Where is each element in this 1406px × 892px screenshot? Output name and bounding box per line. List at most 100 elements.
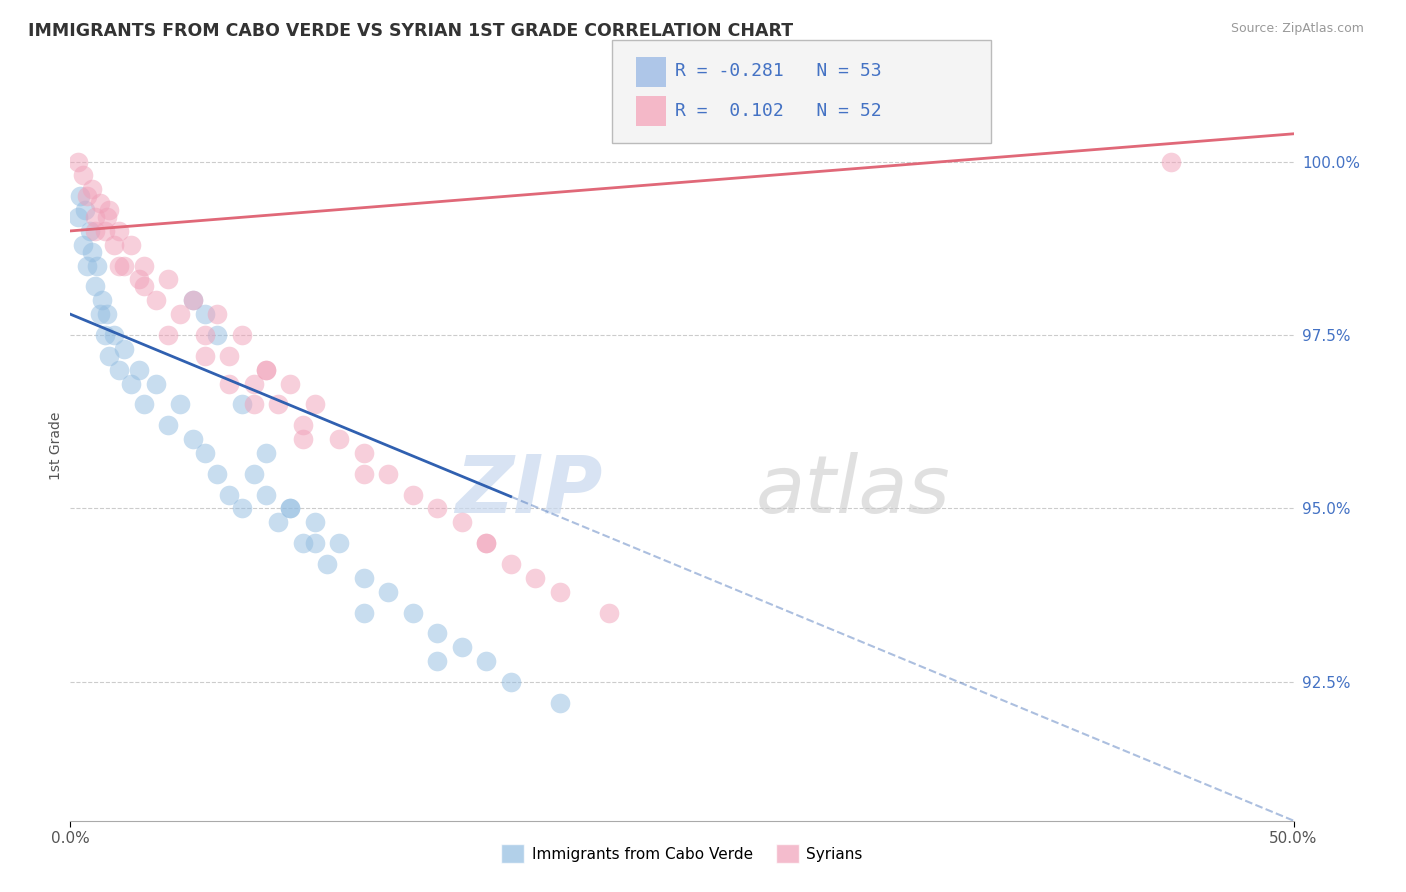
Point xyxy=(316,557,339,571)
Point xyxy=(267,516,290,530)
Point xyxy=(243,467,266,481)
Point xyxy=(304,516,326,530)
Point xyxy=(83,210,105,224)
Point xyxy=(108,224,131,238)
Point xyxy=(83,279,105,293)
Point xyxy=(181,432,204,446)
Point xyxy=(194,328,217,343)
Point xyxy=(98,349,121,363)
Text: ZIP: ZIP xyxy=(456,452,602,530)
Point xyxy=(157,272,180,286)
Point xyxy=(231,501,253,516)
Text: IMMIGRANTS FROM CABO VERDE VS SYRIAN 1ST GRADE CORRELATION CHART: IMMIGRANTS FROM CABO VERDE VS SYRIAN 1ST… xyxy=(28,22,793,40)
Point xyxy=(1160,154,1182,169)
Point xyxy=(218,487,240,501)
Point xyxy=(96,307,118,321)
Point xyxy=(524,571,547,585)
Point xyxy=(82,244,104,259)
Point xyxy=(548,696,571,710)
Point xyxy=(402,487,425,501)
Point xyxy=(267,397,290,411)
Point xyxy=(243,397,266,411)
Point xyxy=(402,606,425,620)
Point xyxy=(475,654,498,668)
Point xyxy=(132,279,155,293)
Point xyxy=(254,487,277,501)
Point xyxy=(132,259,155,273)
Point xyxy=(108,362,131,376)
Point xyxy=(426,501,449,516)
Point xyxy=(89,307,111,321)
Legend: Immigrants from Cabo Verde, Syrians: Immigrants from Cabo Verde, Syrians xyxy=(495,838,869,869)
Point xyxy=(475,536,498,550)
Point xyxy=(73,203,96,218)
Point xyxy=(98,203,121,218)
Point xyxy=(82,182,104,196)
Point xyxy=(218,349,240,363)
Point xyxy=(254,446,277,460)
Point xyxy=(426,654,449,668)
Point xyxy=(353,446,375,460)
Point xyxy=(76,189,98,203)
Point xyxy=(96,210,118,224)
Point xyxy=(218,376,240,391)
Point xyxy=(353,467,375,481)
Point xyxy=(353,571,375,585)
Point xyxy=(181,293,204,308)
Text: Source: ZipAtlas.com: Source: ZipAtlas.com xyxy=(1230,22,1364,36)
Point xyxy=(280,376,302,391)
Point xyxy=(291,432,314,446)
Point xyxy=(291,418,314,433)
Point xyxy=(169,307,191,321)
Point xyxy=(280,501,302,516)
Point xyxy=(450,516,472,530)
Point xyxy=(72,169,94,183)
Point xyxy=(66,210,89,224)
Point xyxy=(66,154,89,169)
Point xyxy=(548,584,571,599)
Point xyxy=(157,328,180,343)
Point xyxy=(121,237,143,252)
Text: R =  0.102   N = 52: R = 0.102 N = 52 xyxy=(675,103,882,120)
Point xyxy=(194,446,217,460)
Point xyxy=(304,536,326,550)
Point xyxy=(69,189,91,203)
Point xyxy=(243,376,266,391)
Point xyxy=(328,536,350,550)
Point xyxy=(194,349,217,363)
Point xyxy=(121,376,143,391)
Point xyxy=(598,606,620,620)
Point xyxy=(128,362,150,376)
Text: atlas: atlas xyxy=(755,452,950,530)
Point xyxy=(132,397,155,411)
Point xyxy=(157,418,180,433)
Y-axis label: 1st Grade: 1st Grade xyxy=(49,412,63,480)
Point xyxy=(231,328,253,343)
Point xyxy=(112,259,135,273)
Point xyxy=(231,397,253,411)
Point xyxy=(93,224,115,238)
Point xyxy=(103,237,125,252)
Point xyxy=(112,342,135,356)
Point xyxy=(450,640,472,655)
Point xyxy=(205,467,228,481)
Point xyxy=(205,328,228,343)
Point xyxy=(328,432,350,446)
Point xyxy=(499,674,522,689)
Point xyxy=(79,224,101,238)
Point xyxy=(205,307,228,321)
Point xyxy=(91,293,114,308)
Point xyxy=(377,467,399,481)
Point xyxy=(181,293,204,308)
Point xyxy=(145,293,167,308)
Point xyxy=(169,397,191,411)
Point xyxy=(86,259,108,273)
Point xyxy=(76,259,98,273)
Point xyxy=(499,557,522,571)
Point xyxy=(145,376,167,391)
Point xyxy=(83,224,105,238)
Point xyxy=(72,237,94,252)
Point xyxy=(426,626,449,640)
Point xyxy=(280,501,302,516)
Text: R = -0.281   N = 53: R = -0.281 N = 53 xyxy=(675,62,882,80)
